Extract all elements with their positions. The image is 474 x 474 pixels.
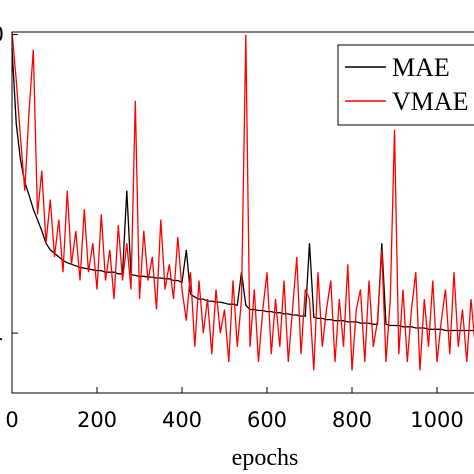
x-tick-label: 800: [332, 408, 372, 432]
x-tick-label: 200: [77, 408, 117, 432]
legend-label: VMAE: [392, 87, 469, 116]
x-axis-label: epochs: [232, 445, 299, 471]
x-tick-label: 1000: [410, 408, 463, 432]
y-tick-label: 10: [0, 23, 4, 47]
series-line: [11, 31, 474, 371]
axes-box: [11, 31, 474, 394]
x-tick-label: 0: [5, 408, 18, 432]
x-tick-label: 600: [247, 408, 287, 432]
x-tick-label: 400: [162, 408, 202, 432]
legend-label: MAE: [392, 53, 450, 82]
series-line: [11, 48, 474, 332]
legend-box: [337, 44, 474, 126]
y-tick-label: 1: [0, 321, 4, 345]
